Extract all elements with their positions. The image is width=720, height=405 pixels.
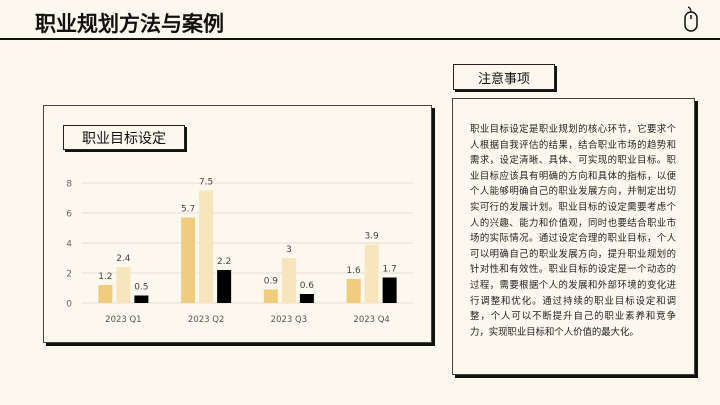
data-label: 2.4 [116,254,131,264]
data-label: 1.2 [98,272,112,282]
y-tick-label: 0 [66,300,72,310]
bar [116,267,131,303]
bar [181,217,196,303]
data-label: 0.5 [134,283,148,293]
y-tick-label: 4 [66,240,72,250]
bar [199,190,214,303]
chart-title: 职业目标设定 [63,125,185,150]
x-tick-label: 2023 Q2 [188,315,224,325]
bar [98,285,113,303]
mouse-icon [684,6,698,32]
notes-title: 注意事项 [453,64,555,90]
data-label: 1.7 [382,265,396,275]
page-title: 职业规划方法与案例 [35,12,224,36]
header: 职业规划方法与案例 [0,0,720,40]
data-label: 3 [286,245,292,255]
data-label: 3.9 [364,232,379,242]
bar [217,270,232,303]
data-label: 1.6 [346,266,361,276]
bar [299,294,314,303]
bar [263,289,278,303]
y-tick-label: 2 [66,270,72,280]
data-label: 7.5 [199,178,213,188]
data-label: 0.6 [300,281,315,291]
x-tick-label: 2023 Q3 [271,315,307,325]
data-label: 5.7 [181,205,195,215]
y-tick-label: 8 [66,180,72,190]
bar [134,295,149,303]
bar [382,277,397,303]
bar [346,279,361,303]
y-tick-label: 6 [66,210,72,220]
notes-panel [452,98,695,375]
x-tick-label: 2023 Q4 [353,315,389,325]
x-tick-label: 2023 Q1 [105,315,141,325]
notes-body: 职业目标设定是职业规划的核心环节，它要求个人根据自我评估的结果，结合职业市场的趋… [470,124,676,338]
data-label: 0.9 [264,277,279,287]
bar [364,244,379,303]
data-label: 2.2 [217,257,231,267]
bar [281,258,296,303]
